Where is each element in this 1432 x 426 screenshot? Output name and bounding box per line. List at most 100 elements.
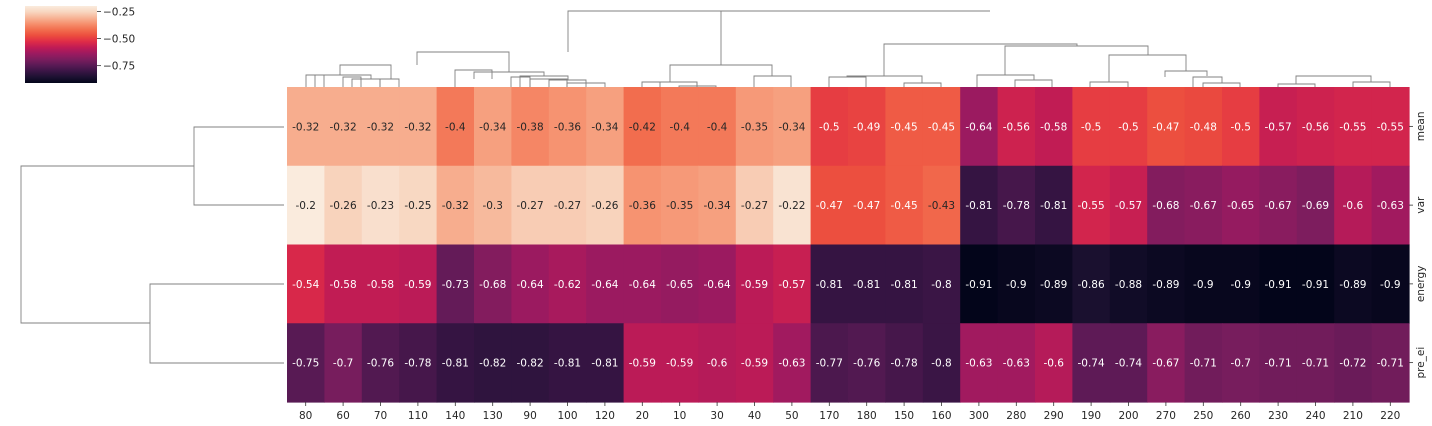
heatmap-cell-pre_ei-150: [885, 323, 924, 403]
x-tick-label-140: 140: [445, 410, 465, 422]
heatmap-cell-mean-160: [922, 87, 961, 167]
heatmap-cell-mean-60: [324, 87, 363, 167]
heatmap-cell-mean-20: [623, 87, 662, 167]
cell-annotation-pre_ei-130: -0.82: [479, 358, 506, 370]
cell-annotation-energy-260: -0.9: [1230, 279, 1251, 291]
heatmap-cell-energy-10: [661, 244, 699, 324]
column-dendrogram-link: [678, 85, 717, 87]
heatmap-cell-var-20: [623, 165, 662, 246]
cell-annotation-mean-250: -0.48: [1190, 121, 1217, 133]
column-dendrogram-link: [669, 64, 773, 82]
heatmap-cell-var-210: [1334, 165, 1373, 246]
cell-annotation-pre_ei-140: -0.81: [442, 358, 469, 370]
column-dendrogram-link: [342, 76, 362, 87]
heatmap-cell-var-200: [1109, 165, 1148, 246]
heatmap-cell-var-70: [361, 165, 400, 246]
heatmap-cell-var-140: [436, 165, 475, 246]
cell-annotation-pre_ei-100: -0.81: [554, 358, 581, 370]
heatmap-cell-mean-90: [511, 87, 550, 167]
column-dendrogram-link: [548, 79, 587, 87]
cell-annotation-energy-110: -0.59: [404, 279, 431, 291]
cell-annotation-pre_ei-230: -0.71: [1265, 358, 1292, 370]
column-dendrogram-link: [510, 76, 531, 87]
heatmap-cell-pre_ei-50: [773, 323, 812, 403]
cell-annotation-var-130: -0.3: [482, 200, 503, 212]
heatmap-cell-var-90: [511, 165, 550, 246]
cell-annotation-mean-110: -0.32: [404, 121, 431, 133]
row-dendrogram-link: [20, 165, 194, 324]
x-tick-label-40: 40: [748, 410, 761, 422]
cell-annotation-pre_ei-210: -0.72: [1339, 358, 1366, 370]
cell-annotation-pre_ei-200: -0.74: [1115, 358, 1142, 370]
colorbar-tick-label: −0.50: [103, 34, 135, 46]
column-dendrogram-link: [753, 75, 792, 87]
y-tick-label-mean: mean: [1415, 111, 1427, 141]
cell-annotation-var-150: -0.45: [891, 200, 918, 212]
cell-annotation-var-70: -0.23: [367, 200, 394, 212]
x-tick-label-100: 100: [557, 410, 577, 422]
heatmap-cell-energy-110: [399, 244, 438, 324]
heatmap-cell-energy-190: [1072, 244, 1111, 324]
cell-annotation-var-250: -0.67: [1190, 200, 1217, 212]
cell-annotation-energy-220: -0.9: [1380, 279, 1401, 291]
heatmap-cell-mean-130: [474, 87, 512, 167]
heatmap-cell-energy-100: [548, 244, 587, 324]
cell-annotation-var-20: -0.36: [629, 200, 656, 212]
heatmap-cell-var-220: [1371, 165, 1410, 246]
heatmap-cell-pre_ei-10: [661, 323, 699, 403]
cell-annotation-var-280: -0.78: [1003, 200, 1030, 212]
heatmap-cell-var-130: [474, 165, 512, 246]
heatmap-cell-pre_ei-170: [810, 323, 849, 403]
cell-annotation-energy-60: -0.58: [330, 279, 357, 291]
heatmap-cell-var-190: [1072, 165, 1111, 246]
y-tick-label-var: var: [1415, 196, 1427, 214]
column-dendrogram-link: [1089, 81, 1129, 87]
cell-annotation-energy-90: -0.64: [517, 279, 544, 291]
heatmap-cell-mean-250: [1184, 87, 1223, 167]
heatmap-cell-var-260: [1222, 165, 1260, 246]
heatmap-cell-var-300: [960, 165, 999, 246]
heatmap-cell-mean-100: [548, 87, 587, 167]
heatmap-cell-mean-270: [1147, 87, 1186, 167]
cell-annotation-pre_ei-220: -0.71: [1377, 358, 1404, 370]
cell-annotation-pre_ei-110: -0.78: [404, 358, 431, 370]
column-dendrogram-link: [473, 71, 545, 79]
heatmap-cell-energy-40: [735, 244, 774, 324]
x-tick-label-180: 180: [857, 410, 877, 422]
heatmap-cell-pre_ei-70: [361, 323, 400, 403]
heatmap-cell-energy-80: [287, 244, 325, 324]
heatmap-cell-energy-270: [1147, 244, 1186, 324]
heatmap-cell-energy-160: [922, 244, 961, 324]
heatmap-cell-var-180: [848, 165, 886, 246]
x-tick-label-200: 200: [1118, 410, 1138, 422]
cell-annotation-mean-230: -0.57: [1265, 121, 1292, 133]
column-dendrogram-link: [1202, 82, 1241, 87]
cell-annotation-energy-70: -0.58: [367, 279, 394, 291]
heatmap-cell-pre_ei-220: [1371, 323, 1410, 403]
cell-annotation-pre_ei-170: -0.77: [816, 358, 843, 370]
cell-annotation-var-50: -0.22: [778, 200, 805, 212]
x-tick-label-170: 170: [819, 410, 839, 422]
x-tick-label-280: 280: [1006, 410, 1026, 422]
cell-annotation-pre_ei-20: -0.59: [629, 358, 656, 370]
heatmap-cell-var-280: [997, 165, 1036, 246]
column-dendrogram-link: [1014, 79, 1053, 87]
column-dendrogram-link: [883, 43, 1078, 76]
heatmap-cell-var-240: [1296, 165, 1335, 246]
cell-annotation-var-90: -0.27: [517, 200, 544, 212]
cell-annotation-mean-160: -0.45: [928, 121, 955, 133]
cell-annotation-energy-120: -0.64: [591, 279, 618, 291]
cell-annotation-mean-290: -0.58: [1040, 121, 1067, 133]
cell-annotation-energy-100: -0.62: [554, 279, 581, 291]
heatmap-cell-mean-40: [735, 87, 774, 167]
column-dendrogram-link: [1108, 54, 1187, 82]
cell-annotation-mean-260: -0.5: [1230, 121, 1251, 133]
heatmap-cell-var-250: [1184, 165, 1223, 246]
column-dendrogram-link: [1277, 83, 1316, 87]
heatmap-cell-var-230: [1259, 165, 1298, 246]
heatmap-cell-energy-60: [324, 244, 363, 324]
heatmap-cell-mean-70: [361, 87, 400, 167]
column-dendrogram-link: [1352, 81, 1391, 87]
column-dendrogram-link: [903, 82, 942, 87]
heatmap-cell-pre_ei-120: [586, 323, 625, 403]
